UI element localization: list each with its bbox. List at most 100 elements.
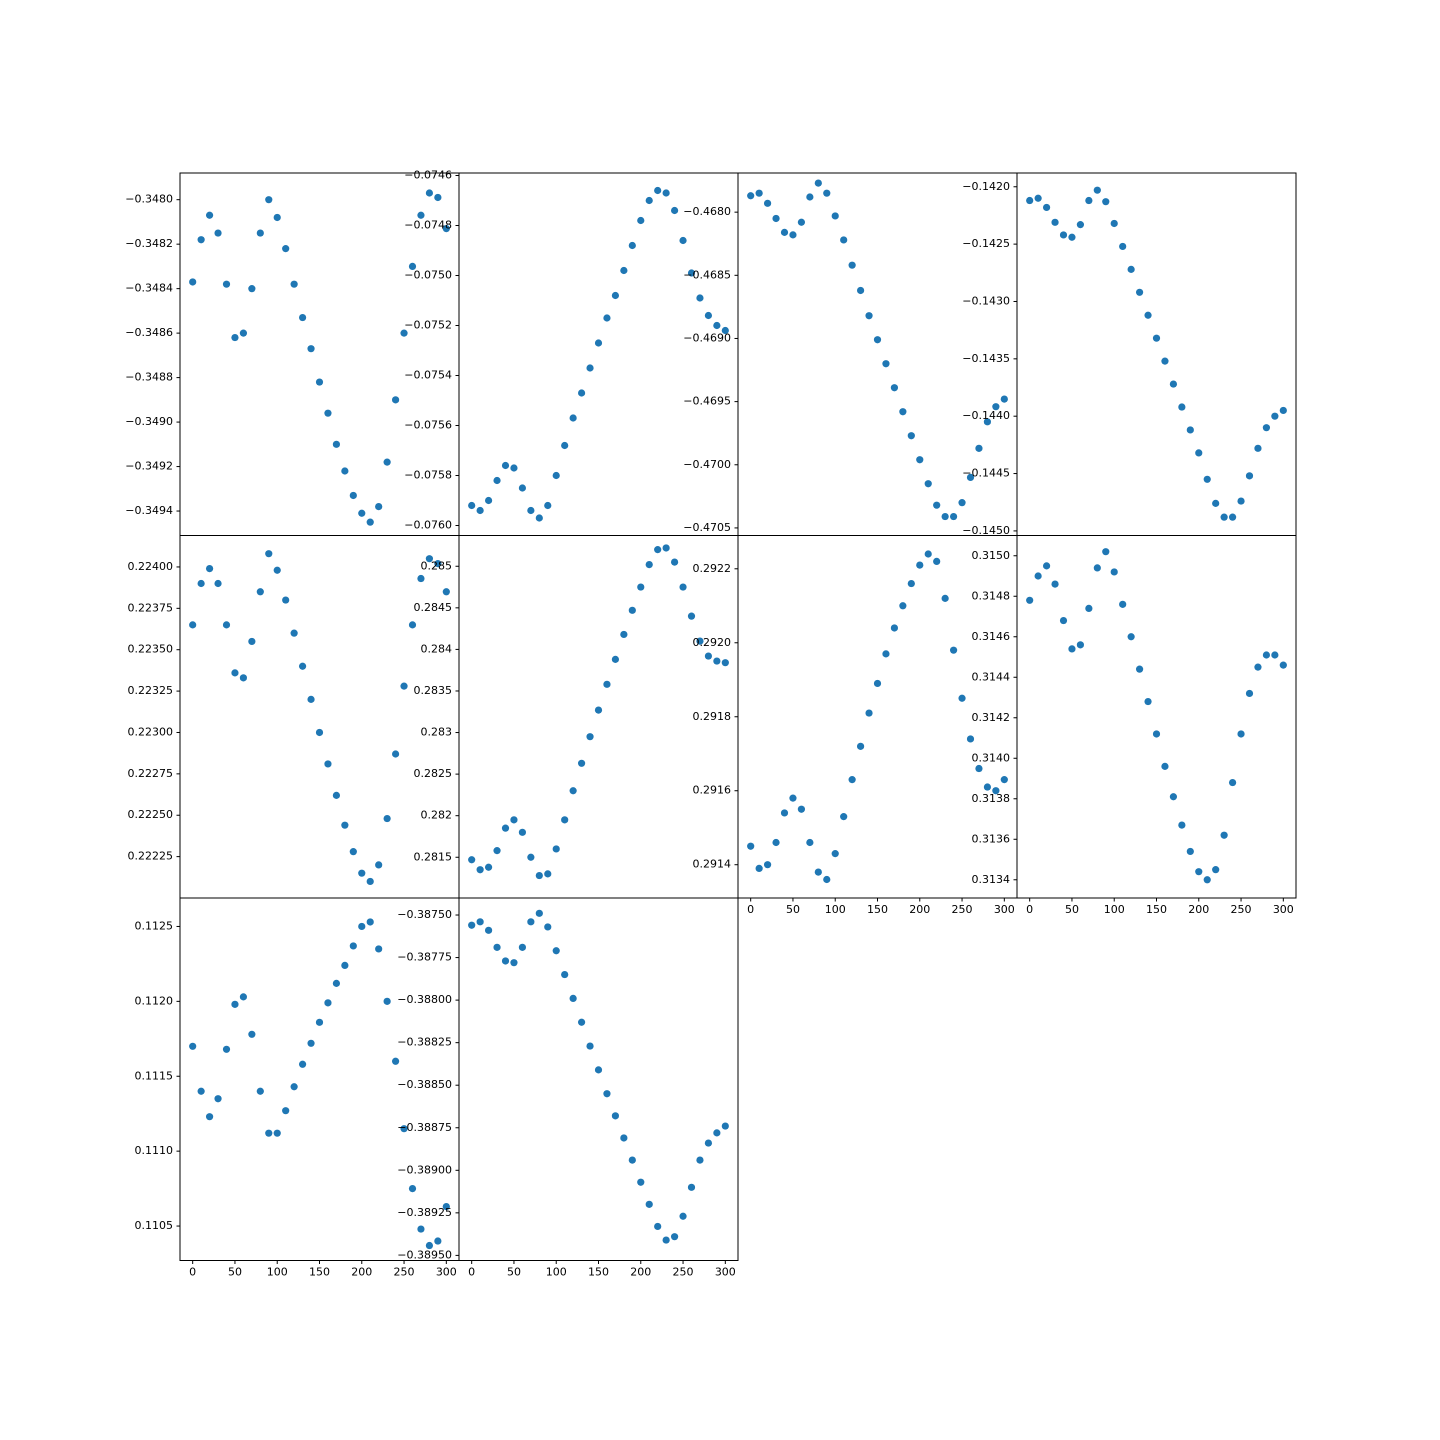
y-tick-label: −0.38800 bbox=[397, 993, 452, 1006]
data-point bbox=[256, 588, 264, 596]
y-tick-label: −0.38900 bbox=[397, 1163, 452, 1176]
data-point bbox=[797, 805, 806, 813]
data-point bbox=[620, 630, 628, 639]
data-point bbox=[704, 1139, 713, 1147]
data-point bbox=[620, 266, 628, 275]
data-point bbox=[265, 550, 273, 558]
data-point bbox=[983, 783, 992, 791]
y-tick-label: −0.4685 bbox=[683, 268, 731, 281]
data-point bbox=[831, 850, 839, 858]
data-point bbox=[417, 574, 425, 583]
data-point bbox=[442, 1202, 450, 1211]
data-point bbox=[1059, 231, 1068, 239]
data-point bbox=[391, 750, 400, 758]
data-point bbox=[231, 669, 239, 677]
data-point bbox=[366, 877, 374, 886]
data-point bbox=[713, 321, 721, 330]
data-point bbox=[205, 565, 214, 573]
data-point bbox=[205, 211, 214, 219]
data-point bbox=[848, 261, 856, 269]
y-tick-label: −0.38925 bbox=[397, 1206, 452, 1219]
data-point bbox=[273, 566, 281, 574]
x-tick-label: 100 bbox=[825, 903, 846, 916]
data-point bbox=[315, 728, 324, 737]
data-point bbox=[214, 229, 222, 237]
data-point bbox=[637, 583, 645, 591]
data-point bbox=[197, 579, 205, 588]
data-point bbox=[518, 484, 527, 492]
y-tick-label: 0.22325 bbox=[128, 684, 174, 697]
y-tick-label: 0.3138 bbox=[972, 792, 1011, 805]
data-point bbox=[1102, 198, 1110, 206]
data-point bbox=[535, 514, 543, 522]
data-point bbox=[856, 742, 865, 750]
y-tick-label: −0.3482 bbox=[125, 237, 173, 250]
data-point bbox=[848, 776, 856, 784]
data-point bbox=[425, 555, 434, 563]
data-point bbox=[611, 1112, 620, 1120]
data-point bbox=[400, 682, 408, 690]
subplot: 0.2815 0.282 0.2825 0.283 0.2835 0.284 0.2845 0… bbox=[414, 535, 739, 899]
data-point bbox=[704, 311, 713, 320]
data-point bbox=[628, 1156, 636, 1164]
data-point bbox=[298, 662, 307, 670]
data-point bbox=[687, 1183, 696, 1191]
y-tick-label: −0.1445 bbox=[962, 467, 1010, 480]
data-point bbox=[586, 364, 594, 372]
y-tick-label: −0.1420 bbox=[962, 180, 1010, 193]
y-tick-label: 0.1120 bbox=[135, 994, 174, 1007]
y-tick-label: −0.3484 bbox=[125, 282, 173, 295]
data-point bbox=[941, 594, 949, 602]
data-point bbox=[408, 621, 417, 629]
data-point bbox=[1068, 645, 1076, 653]
data-point bbox=[552, 845, 560, 853]
data-point bbox=[324, 999, 332, 1007]
data-point bbox=[628, 241, 636, 250]
y-tick-label: 0.2920 bbox=[693, 636, 732, 649]
data-point bbox=[1068, 233, 1076, 241]
data-point bbox=[484, 926, 493, 934]
data-point bbox=[1085, 196, 1093, 205]
data-point bbox=[1135, 288, 1144, 296]
x-tick-label: 0 bbox=[189, 1266, 196, 1279]
data-point bbox=[890, 624, 899, 632]
y-tick-label: 0.282 bbox=[421, 809, 453, 822]
data-point bbox=[594, 339, 603, 347]
data-point bbox=[1212, 499, 1220, 507]
data-point bbox=[366, 518, 374, 526]
x-tick-label: 100 bbox=[546, 1266, 567, 1279]
data-point bbox=[577, 389, 586, 397]
data-point bbox=[1245, 472, 1254, 480]
data-point bbox=[992, 403, 1000, 411]
data-point bbox=[391, 396, 400, 404]
data-point bbox=[273, 213, 281, 222]
data-point bbox=[315, 378, 324, 386]
y-tick-label: −0.38850 bbox=[397, 1078, 452, 1091]
y-tick-label: −0.3488 bbox=[125, 371, 173, 384]
data-point bbox=[1169, 793, 1178, 801]
data-point bbox=[907, 432, 915, 440]
y-tick-label: 0.22375 bbox=[128, 601, 174, 614]
data-point bbox=[603, 314, 611, 322]
data-point bbox=[949, 646, 958, 654]
data-point bbox=[341, 821, 349, 829]
y-tick-label: 0.3144 bbox=[972, 670, 1011, 683]
data-point bbox=[298, 1060, 307, 1068]
x-tick-label: 0 bbox=[1026, 903, 1033, 916]
data-point bbox=[1000, 776, 1008, 784]
data-point bbox=[349, 942, 357, 950]
data-point bbox=[1119, 242, 1127, 251]
data-point bbox=[501, 957, 510, 965]
data-point bbox=[484, 863, 493, 871]
y-tick-label: −0.4695 bbox=[683, 395, 731, 408]
data-point bbox=[789, 231, 797, 239]
data-point bbox=[1093, 564, 1101, 572]
data-point bbox=[899, 602, 907, 610]
y-tick-label: 0.2845 bbox=[414, 601, 453, 614]
data-point bbox=[400, 1125, 408, 1133]
data-point bbox=[1271, 412, 1279, 420]
y-tick-label: −0.0758 bbox=[404, 469, 452, 482]
x-tick-label: 250 bbox=[673, 1266, 694, 1279]
y-tick-label: 0.22275 bbox=[128, 767, 174, 780]
x-tick-label: 50 bbox=[1065, 903, 1079, 916]
